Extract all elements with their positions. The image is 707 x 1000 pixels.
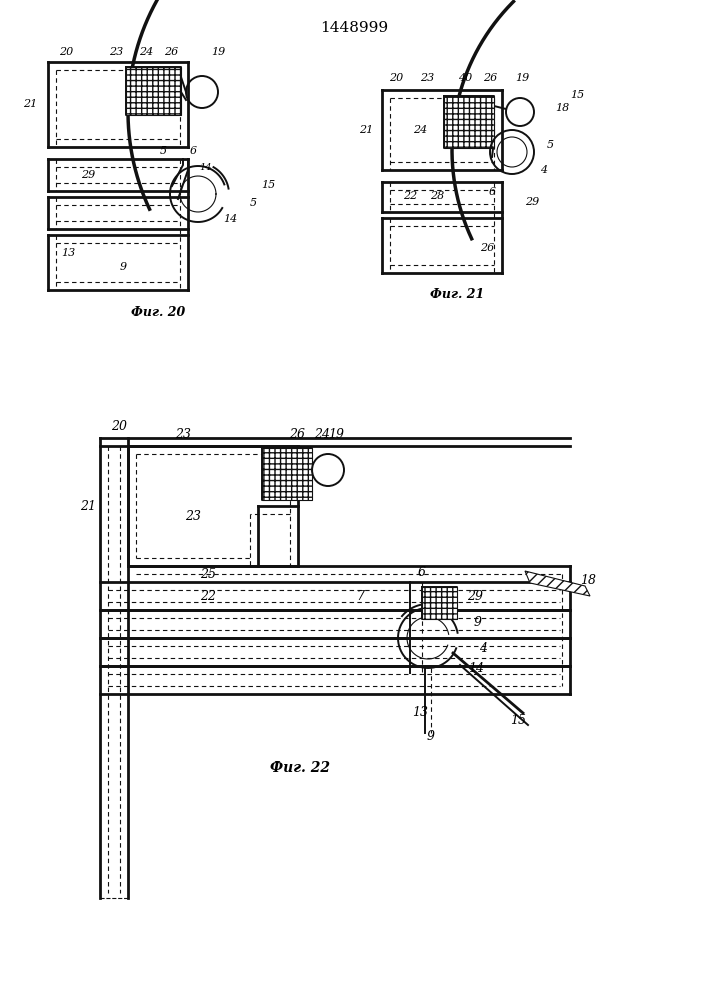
Text: 4: 4 <box>479 642 487 654</box>
Polygon shape <box>525 571 590 596</box>
Text: Фиг. 22: Фиг. 22 <box>270 761 330 775</box>
Text: 6: 6 <box>418 566 426 578</box>
Text: 23: 23 <box>109 47 123 57</box>
Bar <box>444 96 494 148</box>
Text: 22: 22 <box>403 191 417 201</box>
Text: 9: 9 <box>119 262 127 272</box>
Text: 23: 23 <box>185 510 201 522</box>
Bar <box>422 587 457 619</box>
Text: 25: 25 <box>200 568 216 580</box>
Text: 23: 23 <box>420 73 434 83</box>
Text: Фиг. 20: Фиг. 20 <box>131 306 185 318</box>
Text: 9: 9 <box>474 616 482 630</box>
Text: 26: 26 <box>480 243 494 253</box>
Bar <box>262 448 312 500</box>
Text: 18: 18 <box>580 574 596 587</box>
Text: 6: 6 <box>189 146 197 156</box>
Text: 15: 15 <box>510 714 526 728</box>
Text: 13: 13 <box>412 706 428 720</box>
Text: 19: 19 <box>515 73 529 83</box>
Text: 24: 24 <box>413 125 427 135</box>
Text: Фиг. 21: Фиг. 21 <box>430 288 484 302</box>
Text: 18: 18 <box>555 103 569 113</box>
Text: 15: 15 <box>261 180 275 190</box>
Text: 5: 5 <box>250 198 257 208</box>
Text: 26: 26 <box>289 428 305 440</box>
Text: 21: 21 <box>359 125 373 135</box>
Text: 20: 20 <box>59 47 73 57</box>
Text: 26: 26 <box>164 47 178 57</box>
Text: 9: 9 <box>427 730 435 742</box>
Text: 7: 7 <box>356 589 364 602</box>
Text: 14: 14 <box>468 662 484 674</box>
Text: 24: 24 <box>314 428 330 440</box>
Text: 20: 20 <box>389 73 403 83</box>
Text: 22: 22 <box>200 589 216 602</box>
Text: 26: 26 <box>483 73 497 83</box>
Text: 14: 14 <box>223 214 237 224</box>
Text: 24: 24 <box>139 47 153 57</box>
Text: 21: 21 <box>80 499 96 512</box>
Text: 1448999: 1448999 <box>320 21 388 35</box>
Text: 21: 21 <box>23 99 37 109</box>
Text: 40: 40 <box>458 73 472 83</box>
Text: 14: 14 <box>200 162 212 172</box>
Text: 5: 5 <box>160 146 167 156</box>
Text: 29: 29 <box>525 197 539 207</box>
Text: 15: 15 <box>570 90 584 100</box>
Text: 28: 28 <box>430 191 444 201</box>
Text: 19: 19 <box>211 47 225 57</box>
Text: 4: 4 <box>540 165 547 175</box>
Text: 23: 23 <box>175 428 191 440</box>
Text: 19: 19 <box>328 428 344 440</box>
Text: 13: 13 <box>61 248 75 258</box>
Text: 29: 29 <box>81 170 95 180</box>
Text: 5: 5 <box>547 140 554 150</box>
Text: 6: 6 <box>489 187 496 197</box>
Text: 20: 20 <box>111 420 127 432</box>
Text: 29: 29 <box>467 590 483 603</box>
Bar <box>126 67 181 115</box>
